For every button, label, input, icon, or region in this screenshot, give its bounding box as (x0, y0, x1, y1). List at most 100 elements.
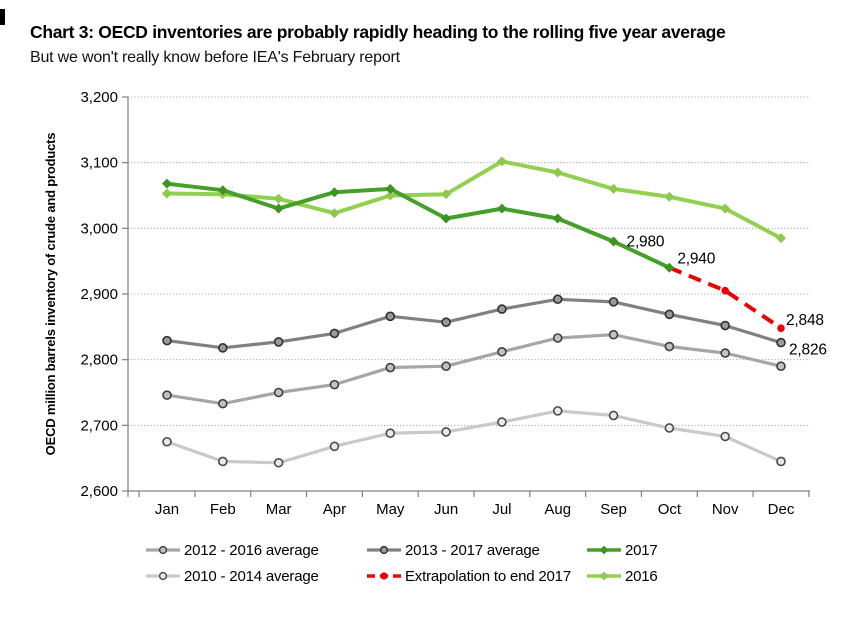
legend-item-2016: 2016 (586, 567, 658, 585)
series-2010---2014-average (162, 406, 786, 468)
data-point-marker (496, 156, 507, 167)
legend-swatch (367, 545, 401, 555)
annotation-2826: 2,826 (789, 342, 827, 359)
data-point-marker (608, 410, 619, 421)
data-point-marker (162, 335, 172, 346)
x-tick-label: Aug (544, 501, 571, 518)
data-point-marker (441, 213, 452, 224)
data-point-marker (441, 361, 451, 372)
chart-subtitle: But we won't really know before IEA's Fe… (30, 49, 400, 66)
legend-label: 2012 - 2016 average (184, 541, 319, 559)
data-point-marker (218, 343, 228, 353)
data-point-marker (273, 457, 284, 468)
data-point-marker (608, 297, 619, 307)
data-point-marker (552, 213, 563, 224)
x-tick-label: Apr (323, 501, 346, 518)
legend-swatch (146, 545, 180, 555)
data-point-marker (273, 387, 284, 398)
data-point-marker (608, 236, 619, 247)
legend-swatch (146, 571, 180, 581)
data-point-marker (608, 329, 619, 340)
data-point-marker (385, 428, 396, 439)
x-tick-label: Jan (155, 501, 179, 518)
data-point-marker (664, 191, 675, 202)
data-point-marker (273, 193, 284, 204)
data-point-marker (385, 362, 396, 373)
data-point-marker (497, 346, 507, 357)
series-2012---2016-average (162, 329, 786, 409)
y-tick-label: 3,200 (80, 89, 118, 106)
page-edge-mark (0, 9, 5, 25)
data-point-marker (385, 311, 396, 322)
data-point-marker (218, 456, 228, 467)
series-line (166, 159, 782, 240)
legend-label: 2013 - 2017 average (405, 541, 540, 559)
data-point-marker (385, 183, 396, 194)
data-point-marker (217, 185, 228, 196)
y-tick-label: 2,700 (80, 417, 118, 434)
series-line (668, 265, 783, 330)
legend-label: 2016 (625, 567, 658, 585)
data-point-marker (552, 167, 563, 178)
data-point-marker (552, 406, 563, 416)
data-point-marker (329, 441, 340, 452)
legend-item-2012---2016-average: 2012 - 2016 average (145, 541, 319, 559)
x-tick-label: Dec (768, 501, 795, 518)
legend-swatch (367, 572, 401, 580)
data-point-marker (720, 203, 731, 214)
legend-swatch (587, 571, 621, 581)
series-2017 (162, 178, 675, 273)
legend-swatch (587, 545, 621, 555)
data-point-marker (441, 317, 451, 328)
series-2016 (162, 156, 786, 244)
data-point-marker (497, 304, 507, 314)
series-extrapolation-to-end-2017 (668, 265, 785, 332)
data-point-marker (720, 348, 730, 358)
data-point-marker (218, 398, 228, 409)
data-point-marker (162, 436, 172, 447)
data-point-marker (162, 178, 172, 189)
data-point-marker (777, 324, 785, 332)
data-point-marker (496, 203, 507, 214)
data-point-marker (497, 417, 507, 427)
axes: 2,600 2,700 2,800 2,900 3,000 3,100 3,200 Jan Fe… (80, 89, 810, 518)
data-point-marker (720, 431, 730, 442)
x-tick-label: Jul (492, 501, 511, 518)
data-point-marker (552, 333, 563, 343)
legend-item-2010---2014-average: 2010 - 2014 average (145, 568, 319, 585)
data-point-marker (162, 390, 172, 400)
data-point-marker (608, 183, 619, 194)
data-point-marker (664, 341, 675, 352)
data-point-marker (664, 262, 675, 273)
x-tick-label: Oct (658, 501, 682, 518)
legend-item-2017: 2017 (586, 541, 658, 559)
data-point-marker (441, 189, 452, 200)
y-tick-label: 2,600 (80, 483, 118, 500)
x-tick-label: Sep (600, 501, 627, 518)
series-2013---2017-average (162, 294, 786, 353)
legend-item-2013---2017-average: 2013 - 2017 average (366, 541, 540, 559)
data-point-marker (441, 427, 451, 437)
data-point-marker (776, 456, 786, 467)
legend-label: 2017 (625, 541, 658, 559)
legend-item-extrapolation-to-end-2017: Extrapolation to end 2017 (366, 568, 571, 585)
annotation-2940: 2,940 (677, 251, 715, 268)
annotation-2980: 2,980 (627, 233, 665, 250)
x-tick-label: Jun (434, 501, 458, 518)
x-tick-label: Mar (266, 501, 292, 518)
series-line (166, 297, 782, 350)
x-tick-label: Feb (210, 501, 236, 518)
data-point-marker (664, 423, 675, 433)
series-line (166, 409, 782, 465)
data-point-marker (329, 208, 340, 219)
data-point-marker (664, 309, 675, 320)
data-point-marker (385, 190, 396, 201)
y-tick-label: 3,000 (80, 220, 118, 237)
data-point-marker (776, 361, 786, 372)
series-line (166, 181, 671, 270)
data-point-marker (552, 294, 563, 305)
y-tick-label: 3,100 (80, 155, 118, 172)
data-point-marker (776, 337, 786, 348)
